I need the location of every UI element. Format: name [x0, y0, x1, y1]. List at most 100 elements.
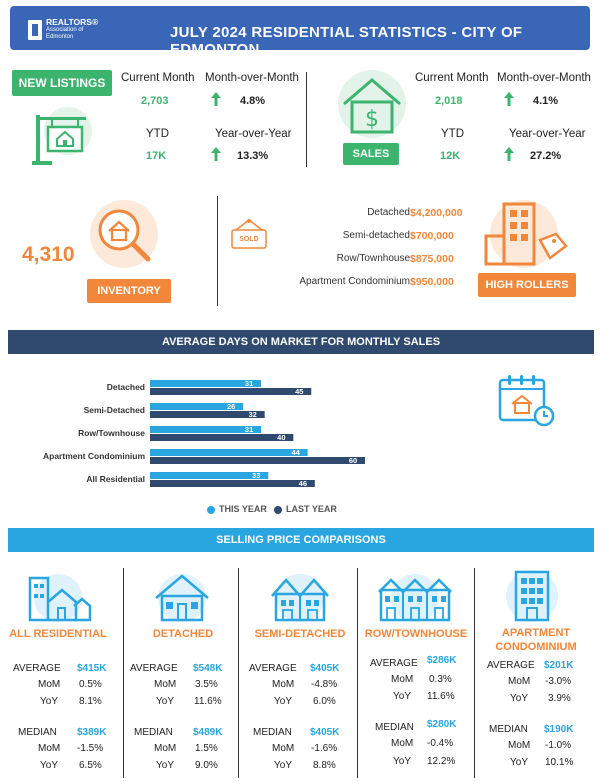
mom-label: MoM: [38, 743, 61, 754]
high-roller-label: Detached: [367, 207, 410, 218]
detached-house-icon: [155, 574, 209, 622]
section-divider: [217, 196, 218, 306]
chart-legend: THIS YEAR LAST YEAR: [207, 504, 407, 518]
column-title-all-residential: ALL RESIDENTIAL: [9, 628, 107, 640]
bar-value-label: 32: [248, 410, 256, 419]
bar-value-label: 40: [277, 433, 285, 442]
yoy-label: YoY: [274, 760, 292, 771]
sales-current-month-label: Current Month: [415, 72, 489, 84]
median-mom-value: -0.4%: [427, 738, 454, 749]
median-label: MEDIAN: [134, 727, 173, 738]
category-label: All Residential: [86, 474, 145, 484]
median-value: $489K: [193, 727, 223, 738]
column-title-apartment-condominium: APARTMENT CONDOMINIUM: [495, 627, 577, 653]
median-label: MEDIAN: [253, 727, 292, 738]
category-label: Apartment Condominium: [43, 451, 145, 461]
mom-label: MoM: [508, 740, 531, 751]
realtor-r-icon: [28, 20, 42, 40]
sold-sign-icon: [231, 219, 267, 249]
yoy-label: YoY: [393, 691, 411, 702]
sales-yoy-label: Year-over-Year: [509, 128, 586, 140]
house-search-icon: [90, 200, 158, 268]
sold-sign-text: SOLD: [239, 236, 259, 243]
high-rollers-badge: HIGH ROLLERS: [478, 273, 576, 297]
new-listings-yoy-label: Year-over-Year: [215, 128, 292, 140]
category-label: Row/Townhouse: [78, 428, 145, 438]
median-mom-value: -1.6%: [311, 743, 338, 754]
high-roller-label: Apartment Condominium: [299, 276, 410, 287]
median-mom-value: 1.5%: [195, 743, 218, 754]
high-roller-label: Row/Townhouse: [336, 253, 410, 264]
legend-this-year-swatch: [207, 506, 215, 514]
median-mom-value: -1.5%: [77, 743, 104, 754]
selling-price-title: SELLING PRICE COMPARISONS: [216, 534, 386, 546]
inventory-badge: INVENTORY: [87, 279, 171, 303]
realtors-logo: REALTORS® Association of Edmonton: [28, 18, 110, 48]
new-listings-ytd-value: 17K: [146, 150, 167, 162]
bar-value-label: 44: [291, 448, 300, 457]
average-mom-value: -3.0%: [545, 676, 572, 687]
average-label: AVERAGE: [13, 663, 61, 674]
new-listings-mom-label: Month-over-Month: [205, 72, 299, 84]
sales-badge: SALES: [343, 143, 399, 165]
average-value: $415K: [77, 663, 107, 674]
high-roller-label: Semi-detached: [342, 230, 410, 241]
mom-label: MoM: [154, 743, 177, 754]
mom-label: MoM: [272, 743, 295, 754]
legend-last-year-swatch: [274, 506, 282, 514]
new-listings-mom-value: 4.8%: [240, 95, 266, 107]
sales-yoy-value: 27.2%: [530, 150, 562, 162]
yoy-label: YoY: [510, 757, 528, 768]
median-label: MEDIAN: [489, 724, 528, 735]
last-year-bar: [150, 411, 265, 418]
median-yoy-value: 6.5%: [79, 760, 102, 771]
this-year-bar: [150, 403, 244, 410]
column-divider: [238, 568, 239, 778]
logo-text: REALTORS®: [46, 17, 99, 27]
median-yoy-value: 10.1%: [545, 757, 574, 768]
inventory-value: 4,310: [22, 243, 75, 266]
yoy-label: YoY: [156, 760, 174, 771]
mom-label: MoM: [391, 674, 414, 685]
column-title-detached: DETACHED: [152, 628, 214, 640]
average-mom-value: -4.8%: [311, 679, 338, 690]
arrow-up-icon: [504, 92, 514, 106]
yoy-label: YoY: [393, 756, 411, 767]
average-yoy-value: 11.6%: [194, 696, 222, 707]
new-listings-badge: NEW LISTINGS: [12, 70, 112, 96]
average-label: AVERAGE: [487, 660, 535, 671]
new-listings-yoy-value: 13.3%: [237, 150, 269, 162]
median-mom-value: -1.0%: [545, 740, 572, 751]
calendar-house-icon: [498, 375, 555, 427]
bar-value-label: 26: [227, 402, 235, 411]
yoy-label: YoY: [510, 693, 528, 704]
average-yoy-value: 11.6%: [427, 691, 455, 702]
high-roller-value: $875,000: [410, 253, 454, 265]
legend-this-year-label: THIS YEAR: [219, 504, 267, 514]
column-divider: [123, 568, 124, 778]
average-mom-value: 0.5%: [79, 679, 102, 690]
column-divider: [474, 568, 475, 778]
median-yoy-value: 12.2%: [427, 756, 456, 767]
average-label: AVERAGE: [249, 663, 297, 674]
last-year-bar: [150, 434, 294, 441]
bar-value-label: 46: [299, 479, 307, 488]
average-label: AVERAGE: [370, 658, 418, 669]
median-yoy-value: 8.8%: [313, 760, 336, 771]
for-sale-sign-icon: [32, 107, 92, 165]
median-value: $389K: [77, 727, 107, 738]
average-value: $286K: [427, 655, 457, 666]
sales-current-month-value: 2,018: [435, 95, 463, 107]
arrow-up-icon: [211, 147, 221, 161]
apartment-building-icon: [506, 570, 558, 622]
page-title: JULY 2024 RESIDENTIAL STATISTICS - CITY …: [170, 24, 523, 58]
logo-subtext: Association of Edmonton: [46, 27, 84, 40]
mom-label: MoM: [508, 676, 531, 687]
legend-last-year-label: LAST YEAR: [286, 504, 337, 514]
townhouse-icon: [378, 574, 452, 622]
median-label: MEDIAN: [375, 722, 414, 733]
median-label: MEDIAN: [18, 727, 57, 738]
all-residential-icon: [28, 574, 92, 622]
bar-value-label: 45: [295, 387, 303, 396]
average-value: $405K: [310, 663, 340, 674]
